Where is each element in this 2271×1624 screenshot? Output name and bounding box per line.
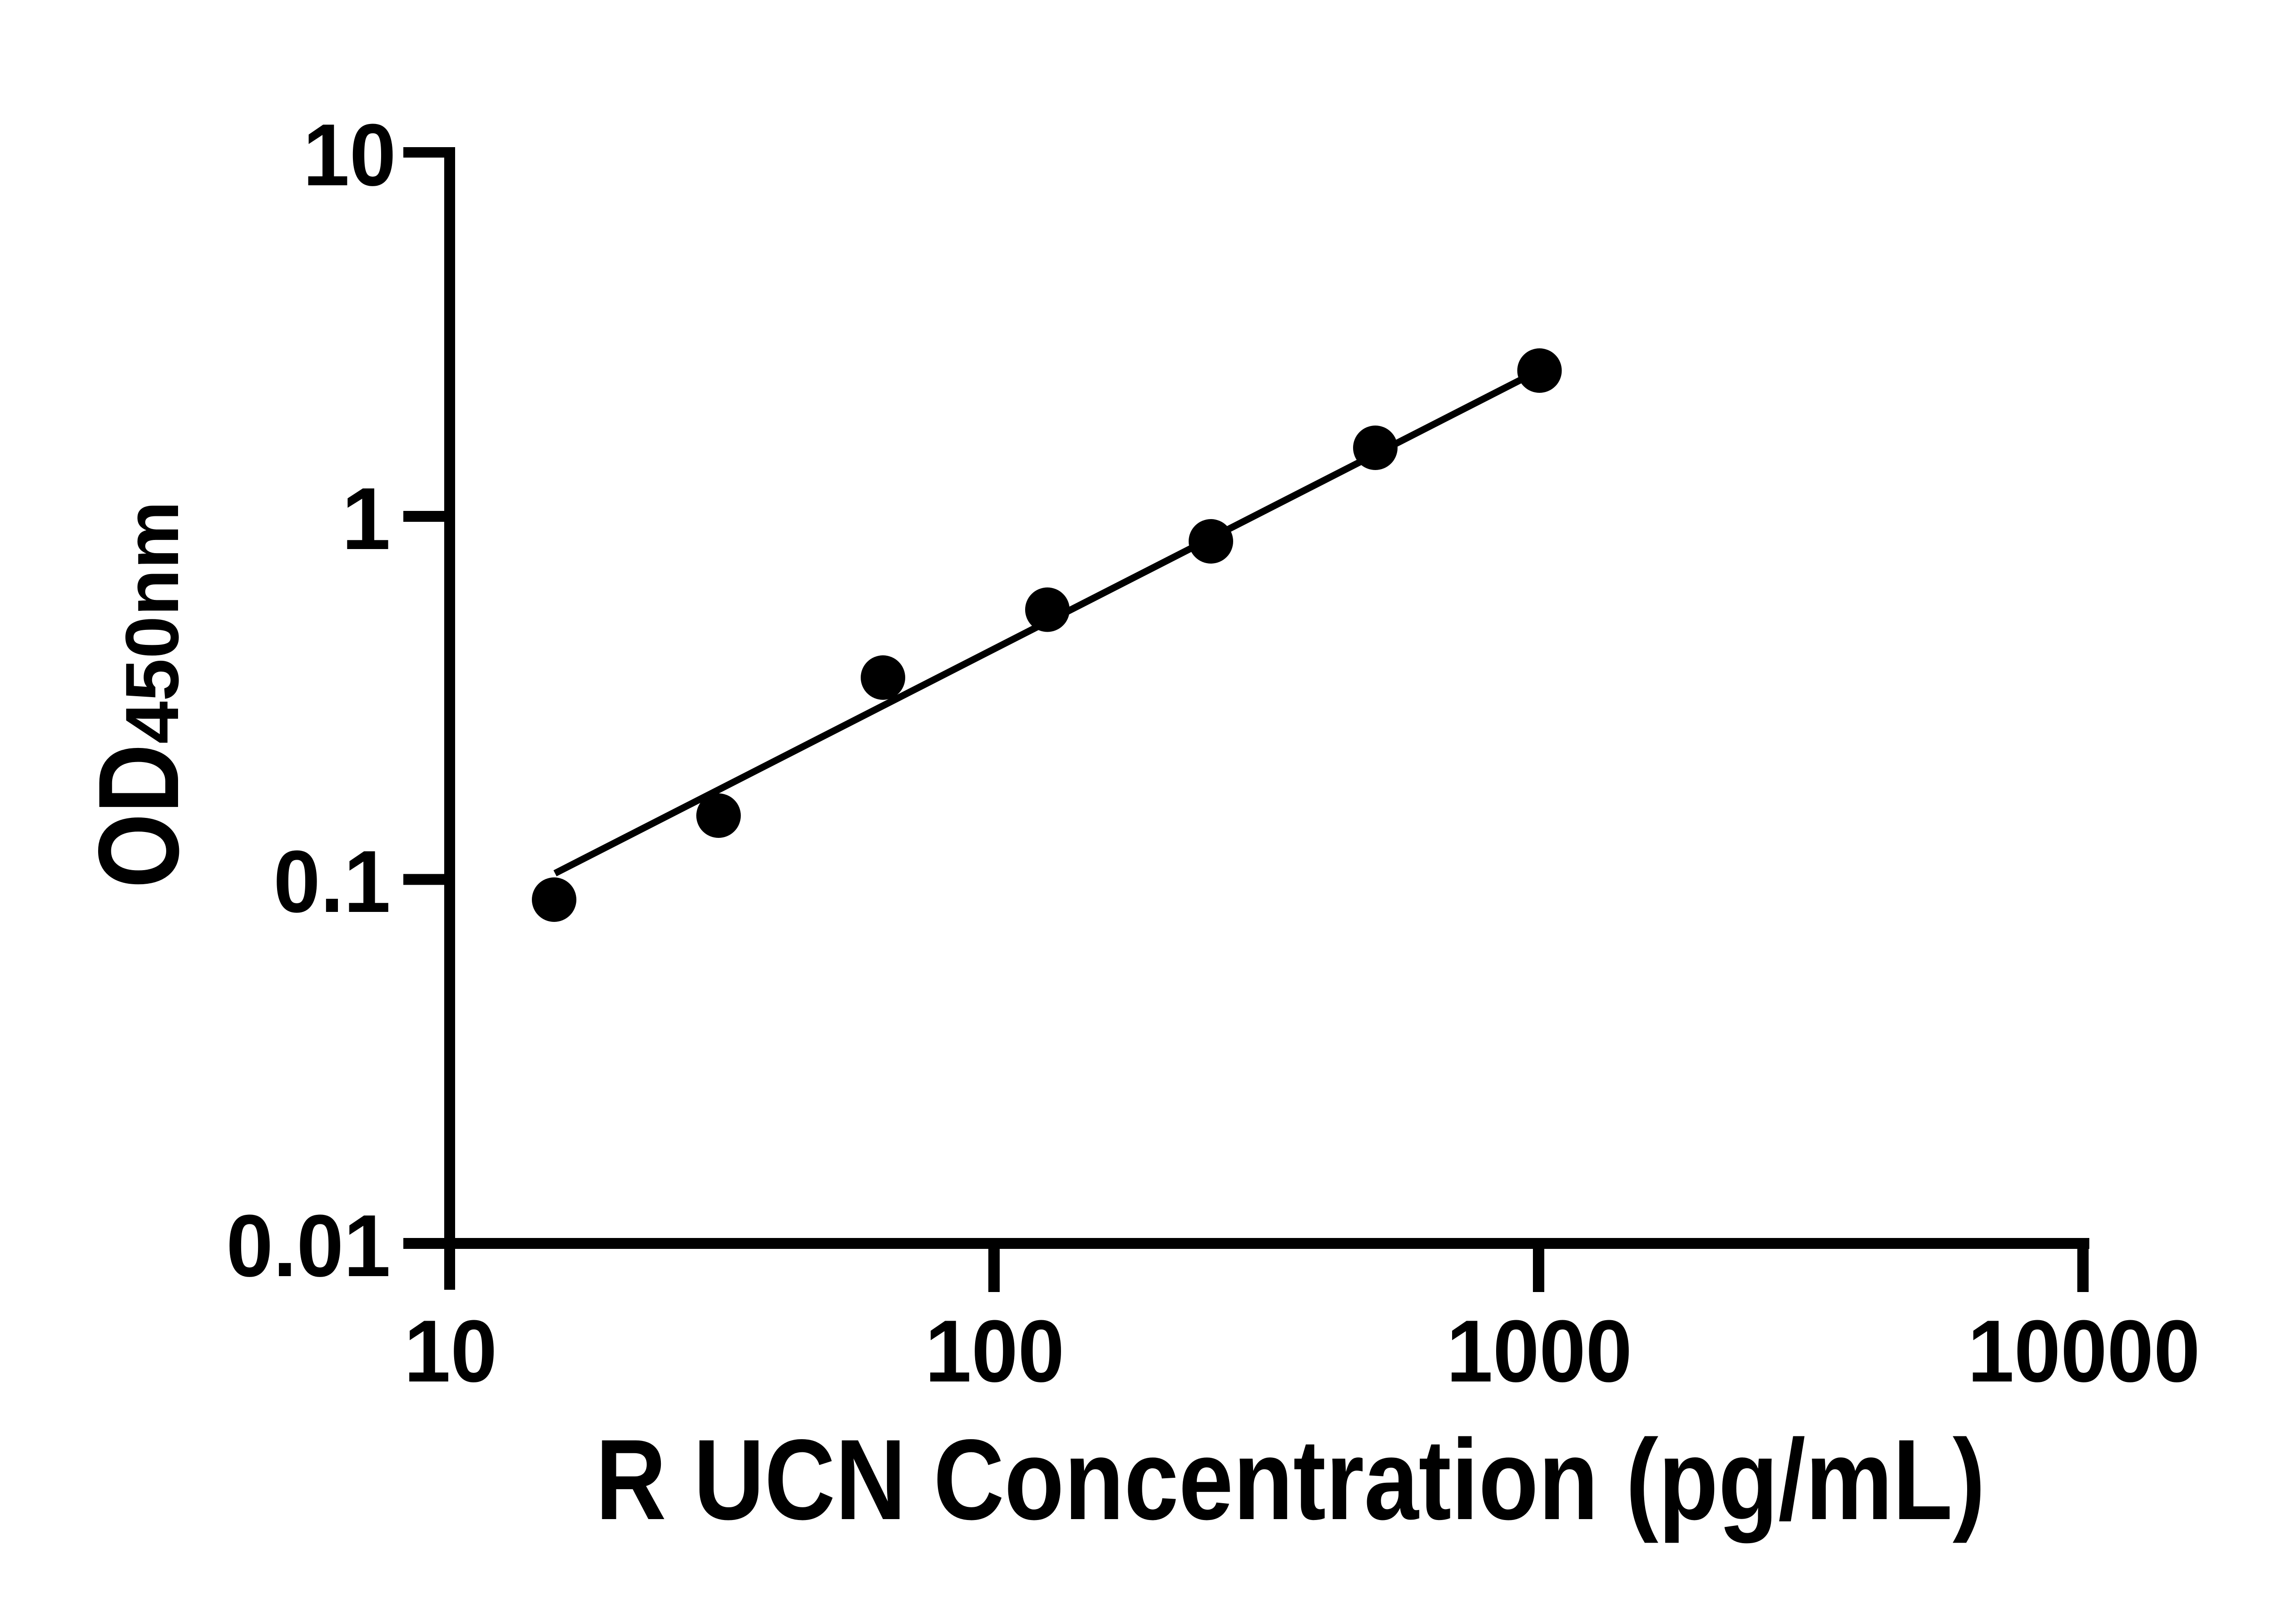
svg-text:100: 100 (925, 1302, 1065, 1401)
svg-text:R UCN Concentration (pg/mL): R UCN Concentration (pg/mL) (595, 1416, 1985, 1544)
svg-text:OD: OD (75, 744, 203, 888)
svg-text:10: 10 (303, 106, 396, 204)
svg-text:0.1: 0.1 (273, 832, 391, 931)
svg-text:450nm: 450nm (110, 501, 194, 744)
svg-text:10: 10 (404, 1302, 497, 1401)
svg-text:10000: 10000 (1968, 1302, 2200, 1401)
svg-text:0.01: 0.01 (226, 1197, 391, 1295)
svg-text:1: 1 (342, 470, 391, 568)
svg-text:1000: 1000 (1447, 1302, 1632, 1401)
